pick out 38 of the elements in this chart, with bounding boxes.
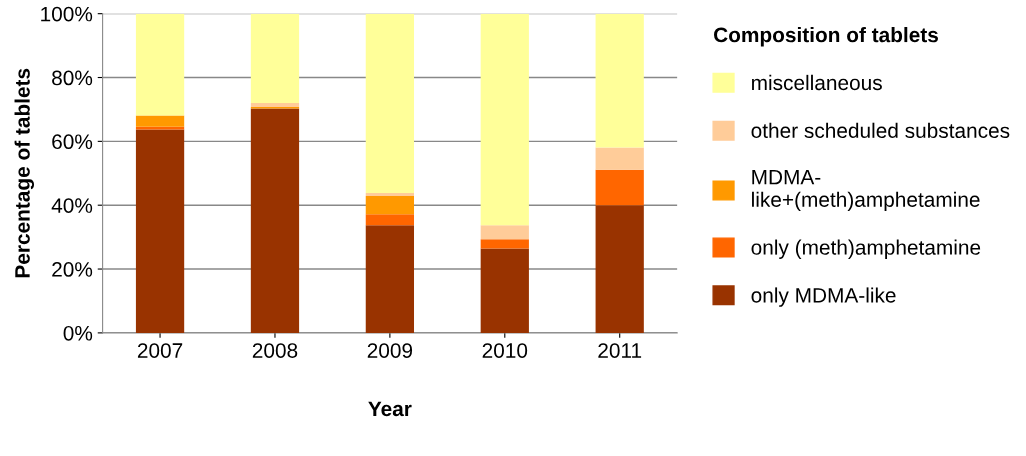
x-tick-label: 2010: [482, 343, 528, 358]
legend-label: MDMA- like+(meth)amphetamine: [752, 169, 980, 212]
x-tick-label: 2008: [252, 343, 298, 358]
bar: [135, 129, 185, 333]
legend-label: only (meth)amphetamine: [751, 239, 981, 259]
bar: [480, 225, 529, 240]
y-tick-label: 0%: [63, 325, 93, 341]
legend-title: Composition of tablets: [714, 26, 938, 47]
y-axis-title: Percentage of tablets: [14, 68, 35, 278]
y-tick-label: 40%: [51, 198, 93, 213]
bar: [595, 205, 644, 333]
bar: [135, 115, 185, 127]
x-axis-title: Year: [368, 401, 412, 417]
bar: [595, 169, 644, 206]
bar: [480, 239, 529, 249]
bar: [135, 126, 185, 130]
bar: [365, 13, 415, 194]
bar: [365, 193, 415, 196]
bar: [365, 225, 415, 333]
x-tick-label: 2009: [367, 343, 413, 358]
bar: [250, 13, 300, 104]
y-tick-label: 20%: [52, 262, 93, 277]
x-tick-label: 2011: [598, 343, 642, 358]
y-tick-label: 100%: [41, 6, 93, 22]
legend-label: other scheduled substances: [751, 122, 1010, 139]
bar: [365, 214, 415, 226]
bar: [595, 147, 644, 170]
x-tick-label: 2007: [137, 343, 183, 358]
bar: [480, 13, 529, 226]
y-tick-label: 80%: [52, 70, 93, 86]
bar: [480, 248, 529, 333]
y-tick-label: 60%: [52, 134, 93, 150]
legend-label: only MDMA-like: [751, 287, 896, 307]
bar: [250, 108, 300, 333]
bar: [135, 13, 185, 116]
legend-label: miscellaneous: [752, 74, 882, 91]
bar: [365, 195, 415, 215]
bar: [595, 13, 644, 148]
